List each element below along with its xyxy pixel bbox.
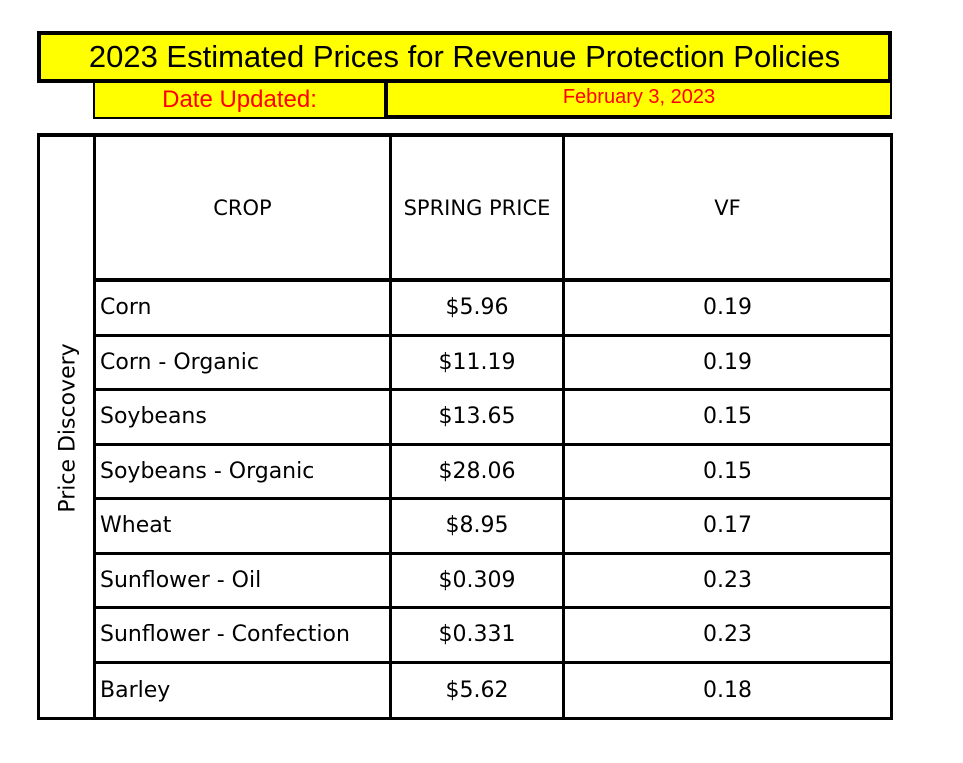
- vf-cell: 0.19: [562, 336, 890, 388]
- price-table: [37, 133, 893, 720]
- page-title: 2023 Estimated Prices for Revenue Protec…: [37, 31, 892, 83]
- vf-cell: 0.23: [562, 554, 890, 606]
- crop-cell: Sunflower - Oil: [100, 567, 262, 593]
- header-crop: CROP: [213, 195, 272, 220]
- price-cell: $8.95: [389, 500, 562, 552]
- crop-cell: Wheat: [100, 513, 172, 539]
- header-spring-price: SPRING PRICE: [389, 137, 562, 278]
- table-row: Corn $5.96 0.19: [96, 282, 890, 337]
- vf-cell: 0.17: [562, 500, 890, 552]
- price-cell: $0.309: [389, 554, 562, 606]
- table-row: Soybeans $13.65 0.15: [96, 391, 890, 446]
- table-row: Barley $5.62 0.18: [96, 663, 890, 718]
- crop-cell: Barley: [100, 678, 171, 704]
- price-cell: $5.62: [389, 663, 562, 718]
- vf-cell: 0.15: [562, 391, 890, 443]
- table-row: Sunflower - Confection $0.331 0.23: [96, 609, 890, 664]
- table-row: Soybeans - Organic $28.06 0.15: [96, 445, 890, 500]
- price-cell: $11.19: [389, 336, 562, 388]
- price-discovery-label: Price Discovery: [55, 343, 81, 513]
- crop-cell: Soybeans: [100, 404, 207, 430]
- price-cell: $28.06: [389, 445, 562, 497]
- price-cell: $13.65: [389, 391, 562, 443]
- header-vf: VF: [562, 137, 890, 278]
- date-updated-value: February 3, 2023: [386, 83, 892, 119]
- date-updated-label: Date Updated:: [93, 83, 386, 119]
- side-column: [37, 133, 96, 720]
- vf-cell: 0.18: [562, 663, 890, 718]
- price-cell: $0.331: [389, 609, 562, 661]
- crop-cell: Corn - Organic: [100, 349, 259, 375]
- vf-cell: 0.23: [562, 609, 890, 661]
- table-body: Corn $5.96 0.19 Corn - Organic $11.19 0.…: [96, 282, 890, 718]
- crop-cell: Sunflower - Confection: [100, 622, 350, 648]
- price-cell: $5.96: [389, 282, 562, 334]
- table-row: Sunflower - Oil $0.309 0.23: [96, 554, 890, 609]
- crop-cell: Soybeans - Organic: [100, 458, 315, 484]
- vf-cell: 0.19: [562, 282, 890, 334]
- crop-cell: Corn: [100, 295, 152, 321]
- table-row: Wheat $8.95 0.17: [96, 500, 890, 555]
- table-header: CROP SPRING PRICE VF: [96, 137, 890, 282]
- vf-cell: 0.15: [562, 445, 890, 497]
- table-row: Corn - Organic $11.19 0.19: [96, 336, 890, 391]
